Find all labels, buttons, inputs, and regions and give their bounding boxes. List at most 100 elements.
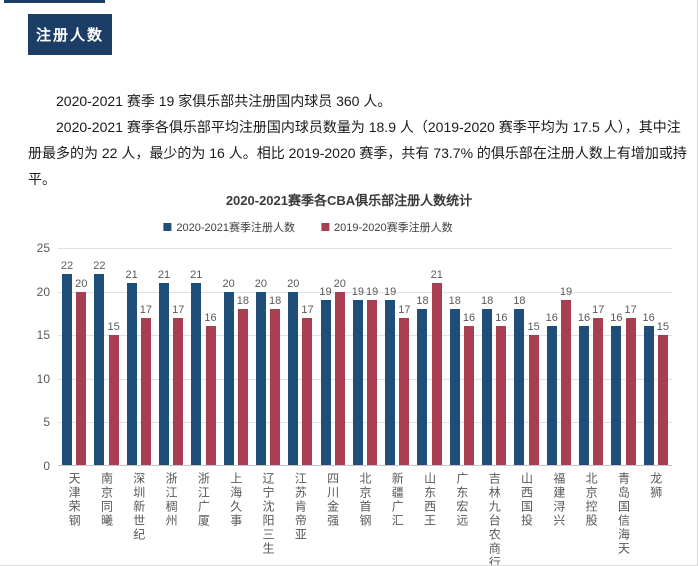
legend-swatch-icon bbox=[321, 223, 329, 231]
bar-2020-2021-season bbox=[320, 300, 331, 466]
bar-value-label: 19 bbox=[365, 286, 379, 299]
bar-2020-2021-season bbox=[643, 326, 654, 466]
club-name-label: 山西国投 bbox=[519, 472, 534, 528]
bar-value-label: 21 bbox=[125, 268, 138, 281]
bar-column: 16 bbox=[495, 312, 507, 466]
bar-column: 22 bbox=[61, 260, 73, 466]
bar-value-label: 18 bbox=[269, 295, 282, 308]
bar-column: 18 bbox=[449, 295, 461, 466]
bar-2020-2021-season bbox=[126, 282, 137, 466]
bar-value-label: 17 bbox=[592, 303, 605, 316]
club-name-label: 浙江广厦 bbox=[196, 472, 211, 528]
x-label-cell: 龙狮 bbox=[640, 472, 672, 565]
bar-column: 15 bbox=[657, 321, 669, 466]
gridline bbox=[58, 335, 672, 337]
bar-column: 20 bbox=[75, 278, 87, 466]
x-axis-labels: 天津荣钢 南京同曦 深圳新世纪 浙江稠州 浙江广厦 上海久事 辽宁沈阳三生 江苏肯帝亚 四川金强… bbox=[58, 472, 672, 566]
x-label-cell: 青岛国信海天 bbox=[607, 472, 639, 565]
x-label-cell: 新疆广汇 bbox=[381, 472, 413, 565]
bar-2020-2021-season bbox=[288, 291, 299, 466]
bar-2019-2020-season bbox=[496, 326, 507, 466]
bar-value-label: 18 bbox=[236, 295, 249, 308]
bar-2020-2021-season bbox=[352, 300, 363, 466]
bar-value-label: 21 bbox=[190, 268, 203, 281]
y-tick-label: 15 bbox=[36, 328, 50, 343]
gridline bbox=[58, 378, 672, 380]
bar-2020-2021-season bbox=[223, 291, 234, 466]
bar-value-label: 17 bbox=[301, 303, 314, 316]
bar-column: 19 bbox=[560, 286, 572, 466]
bar-group: 21 17 bbox=[155, 248, 187, 466]
bar-2019-2020-season bbox=[205, 326, 216, 466]
bar-column: 19 bbox=[384, 286, 396, 466]
bar-column: 19 bbox=[366, 286, 378, 466]
bar-2020-2021-season bbox=[191, 282, 202, 466]
gridline bbox=[58, 291, 672, 293]
bar-value-label: 15 bbox=[656, 321, 670, 334]
bar-value-label: 16 bbox=[545, 312, 558, 325]
previous-section-tag-partial bbox=[4, 0, 105, 3]
bar-value-label: 16 bbox=[577, 312, 591, 325]
bar-2020-2021-season bbox=[611, 326, 622, 466]
bar-group: 18 16 bbox=[478, 248, 510, 466]
bar-2019-2020-season bbox=[367, 300, 378, 466]
bar-column: 18 bbox=[481, 295, 493, 466]
club-name-label: 上海久事 bbox=[228, 472, 243, 528]
bar-2020-2021-season bbox=[417, 309, 428, 466]
bar-value-label: 19 bbox=[559, 286, 573, 299]
bar-column: 19 bbox=[352, 286, 364, 466]
x-label-cell: 北京控股 bbox=[575, 472, 607, 565]
bar-column: 17 bbox=[624, 304, 637, 466]
bar-value-label: 16 bbox=[462, 312, 476, 325]
x-label-cell: 山东西王 bbox=[413, 472, 445, 565]
bar-column: 17 bbox=[172, 304, 184, 466]
bar-2019-2020-season bbox=[334, 291, 345, 466]
legend-item-current-season: 2020-2021赛季注册人数 bbox=[163, 219, 295, 235]
x-label-cell: 天津荣钢 bbox=[58, 472, 90, 565]
bar-group: 22 15 bbox=[90, 248, 122, 466]
club-name-label: 辽宁沈阳三生 bbox=[261, 472, 276, 556]
y-tick-label: 0 bbox=[43, 459, 50, 473]
bar-value-label: 21 bbox=[157, 268, 171, 281]
x-label-cell: 山西国投 bbox=[510, 472, 542, 565]
x-label-cell: 吉林九台农商行 bbox=[478, 472, 510, 566]
y-tick-label: 10 bbox=[36, 371, 50, 386]
bar-column: 16 bbox=[463, 312, 475, 466]
x-label-cell: 浙江广厦 bbox=[187, 472, 219, 565]
club-name-label: 福建浔兴 bbox=[551, 472, 566, 528]
bar-value-label: 16 bbox=[495, 312, 508, 325]
bar-2019-2020-season bbox=[302, 317, 313, 466]
bar-column: 16 bbox=[578, 312, 590, 466]
bar-2019-2020-season bbox=[464, 326, 475, 466]
chart-title: 2020-2021赛季各CBA俱乐部注册人数统计 bbox=[225, 193, 473, 208]
x-axis-line bbox=[58, 465, 672, 466]
bar-2020-2021-season bbox=[449, 309, 460, 466]
club-name-label: 吉林九台农商行 bbox=[487, 472, 502, 566]
bar-group: 19 20 bbox=[317, 248, 349, 466]
bar-column: 15 bbox=[528, 321, 540, 466]
bar-column: 18 bbox=[513, 295, 526, 466]
bar-group: 16 19 bbox=[543, 248, 575, 466]
bar-value-label: 16 bbox=[642, 312, 655, 325]
bar-column: 21 bbox=[190, 269, 202, 466]
bar-group: 22 20 bbox=[58, 248, 90, 466]
legend-swatch-icon bbox=[163, 223, 172, 231]
bar-group: 21 17 bbox=[123, 248, 155, 466]
bar-column: 18 bbox=[269, 295, 281, 466]
bar-group: 20 18 bbox=[220, 248, 252, 466]
bar-value-label: 19 bbox=[384, 286, 397, 299]
bar-2019-2020-season bbox=[593, 317, 604, 466]
x-label-cell: 上海久事 bbox=[220, 472, 252, 565]
bar-value-label: 22 bbox=[60, 260, 74, 273]
paragraph-average-registered: 2020-2021 赛季各俱乐部平均注册国内球员数量为 18.9 人（2019-… bbox=[28, 119, 687, 187]
bar-column: 15 bbox=[107, 321, 120, 466]
bar-2020-2021-season bbox=[94, 274, 105, 466]
bar-group: 19 19 bbox=[349, 248, 381, 466]
x-label-cell: 江苏肯帝亚 bbox=[284, 472, 316, 565]
x-label-cell: 深圳新世纪 bbox=[123, 472, 155, 565]
bar-value-label: 19 bbox=[319, 286, 332, 299]
y-tick-label: 25 bbox=[36, 241, 50, 255]
legend-label: 2019-2020赛季注册人数 bbox=[334, 222, 453, 234]
legend-label: 2020-2021赛季注册人数 bbox=[176, 222, 295, 234]
x-label-cell: 浙江稠州 bbox=[155, 472, 187, 565]
